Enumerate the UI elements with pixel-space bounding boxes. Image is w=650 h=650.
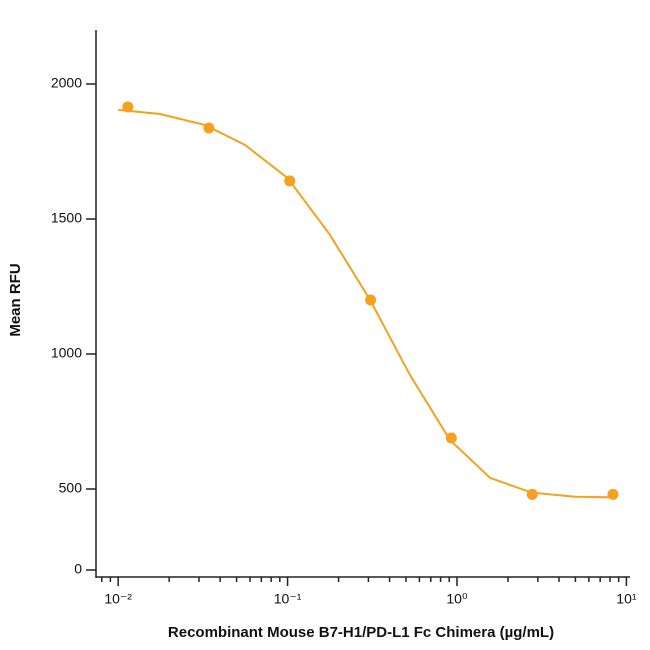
x-tick-label: 10⁻¹ (274, 591, 302, 607)
x-axis-title: Recombinant Mouse B7-H1/PD-L1 Fc Chimera… (168, 624, 554, 641)
y-tick-label: 1500 (51, 210, 82, 226)
data-point (365, 294, 377, 306)
x-tick-label: 10⁰ (446, 591, 468, 607)
y-tick-label: 1000 (51, 345, 82, 361)
y-tick-label: 500 (59, 480, 83, 496)
x-tick-label: 10⁻² (104, 591, 132, 607)
data-point (203, 122, 215, 134)
y-tick-label: 0 (74, 561, 82, 577)
data-point (445, 432, 457, 444)
y-tick-label: 2000 (51, 75, 82, 91)
fit-curve (118, 108, 615, 499)
y-axis-title: Mean RFU (7, 263, 24, 336)
data-point (284, 175, 296, 187)
data-point (607, 488, 619, 500)
data-point (122, 101, 134, 113)
x-tick-label: 10¹ (616, 591, 637, 607)
data-point (526, 488, 538, 500)
